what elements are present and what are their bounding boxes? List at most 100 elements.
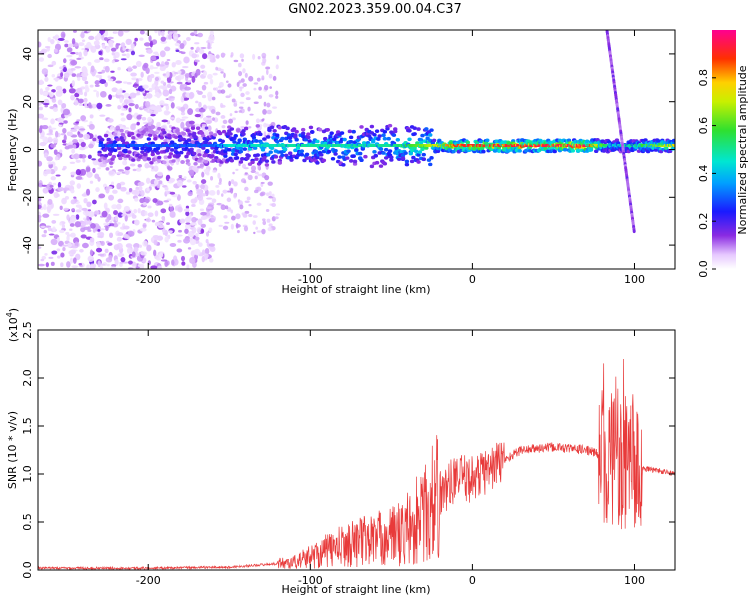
heatmap-band-cell [307,139,312,143]
heatmap-noise-cell [96,240,101,248]
heatmap-band-cell [396,157,402,161]
heatmap-noise-cell [120,257,126,263]
heatmap-band-core [662,144,666,148]
heatmap-noise-cell [114,258,119,266]
heatmap-noise-cell [74,66,82,69]
heatmap-band-core [272,144,275,148]
heatmap-band-cell [391,133,397,137]
heatmap-noise-cell [268,94,274,98]
heatmap-noise-cell [112,222,119,228]
heatmap-noise-cell [244,72,248,78]
heatmap-noise-cell [71,208,75,212]
heatmap-noise-cell [62,108,70,116]
heatmap-band-cell [107,152,113,156]
heatmap-noise-cell [148,87,153,93]
heatmap-band-core [352,144,356,148]
heatmap-noise-cell [186,179,192,183]
heatmap-band-core [383,144,387,148]
heatmap-band-core [381,144,384,148]
heatmap-noise-cell [140,251,147,256]
heatmap-noise-cell [38,204,42,210]
heatmap-noise-cell [200,183,205,190]
heatmap-noise-cell [40,258,45,262]
heatmap-band-cell [395,137,401,142]
heatmap-noise-cell [184,73,190,79]
heatmap-noise-cell [239,87,243,92]
heatmap-noise-cell [176,234,183,237]
heatmap-noise-cell [231,117,236,121]
heatmap-band-core [243,144,247,148]
heatmap-noise-cell [59,66,64,70]
heatmap-band-core [671,144,675,148]
heatmap-band-cell [136,133,141,137]
heatmap-band-cell [275,139,280,144]
heatmap-noise-cell [187,162,191,167]
heatmap-band-cell [157,159,162,163]
heatmap-noise-cell [46,156,53,162]
heatmap-noise-cell [39,141,47,147]
heatmap-band-core [140,144,143,148]
heatmap-noise-cell [208,227,213,232]
heatmap-noise-cell [198,135,203,142]
heatmap-band-cell [186,138,192,142]
heatmap-noise-cell [75,214,80,220]
heatmap-noise-cell [72,138,78,144]
heatmap-noise-cell [108,94,113,100]
heatmap-noise-cell [201,123,207,126]
heatmap-noise-cell [93,40,100,46]
heatmap-noise-cell [109,220,113,224]
heatmap-band-core [626,144,629,148]
heatmap-noise-cell [253,101,259,104]
heatmap-noise-cell [134,219,140,226]
heatmap-band-core [612,144,615,148]
heatmap-noise-cell [128,107,132,113]
heatmap-noise-cell [268,191,272,196]
heatmap-noise-cell [43,229,47,234]
heatmap-band-core [315,144,318,148]
heatmap-band-core [107,144,111,148]
heatmap-noise-cell [239,101,245,104]
heatmap-band-core [213,144,217,148]
heatmap-noise-cell [42,136,49,144]
heatmap-noise-cell [190,46,194,50]
heatmap-noise-cell [82,242,89,249]
heatmap-noise-cell [159,64,165,67]
heatmap-band-cell [393,129,398,134]
heatmap-band-cell [302,158,307,163]
heatmap-noise-cell [147,212,154,218]
heatmap-noise-cell [44,104,48,108]
heatmap-noise-cell [124,214,128,222]
heatmap-noise-cell [166,83,172,89]
heatmap-band-cell [417,150,423,154]
heatmap-noise-cell [47,64,54,68]
heatmap-band-cell [242,137,248,142]
heatmap-noise-cell [105,225,109,232]
heatmap-noise-cell [94,210,100,215]
heatmap-noise-cell [109,165,113,169]
heatmap-noise-cell [144,162,150,169]
heatmap-noise-cell [69,257,74,264]
heatmap-noise-cell [198,101,202,108]
heatmap-noise-cell [155,108,163,113]
heatmap-band-core [605,144,609,148]
heatmap-noise-cell [98,50,103,55]
heatmap-band-core [271,144,274,148]
heatmap-noise-cell [145,67,150,75]
heatmap-noise-cell [192,227,197,232]
heatmap-noise-cell [232,171,235,175]
heatmap-band-core [186,144,190,148]
heatmap-band-cell [435,149,441,154]
heatmap-band-cell [237,139,242,143]
heatmap-noise-cell [97,167,102,170]
heatmap-band-cell [265,152,271,157]
heatmap-noise-cell [275,95,279,99]
heatmap-band-cell [421,152,426,157]
heatmap-band-cell [217,131,223,136]
heatmap-noise-cell [159,146,167,151]
heatmap-band-core [242,144,246,148]
heatmap-band-core [232,144,235,148]
heatmap-noise-cell [123,105,129,109]
heatmap-band-cell [258,132,263,137]
heatmap-noise-cell [161,216,166,223]
heatmap-noise-cell [267,226,273,232]
